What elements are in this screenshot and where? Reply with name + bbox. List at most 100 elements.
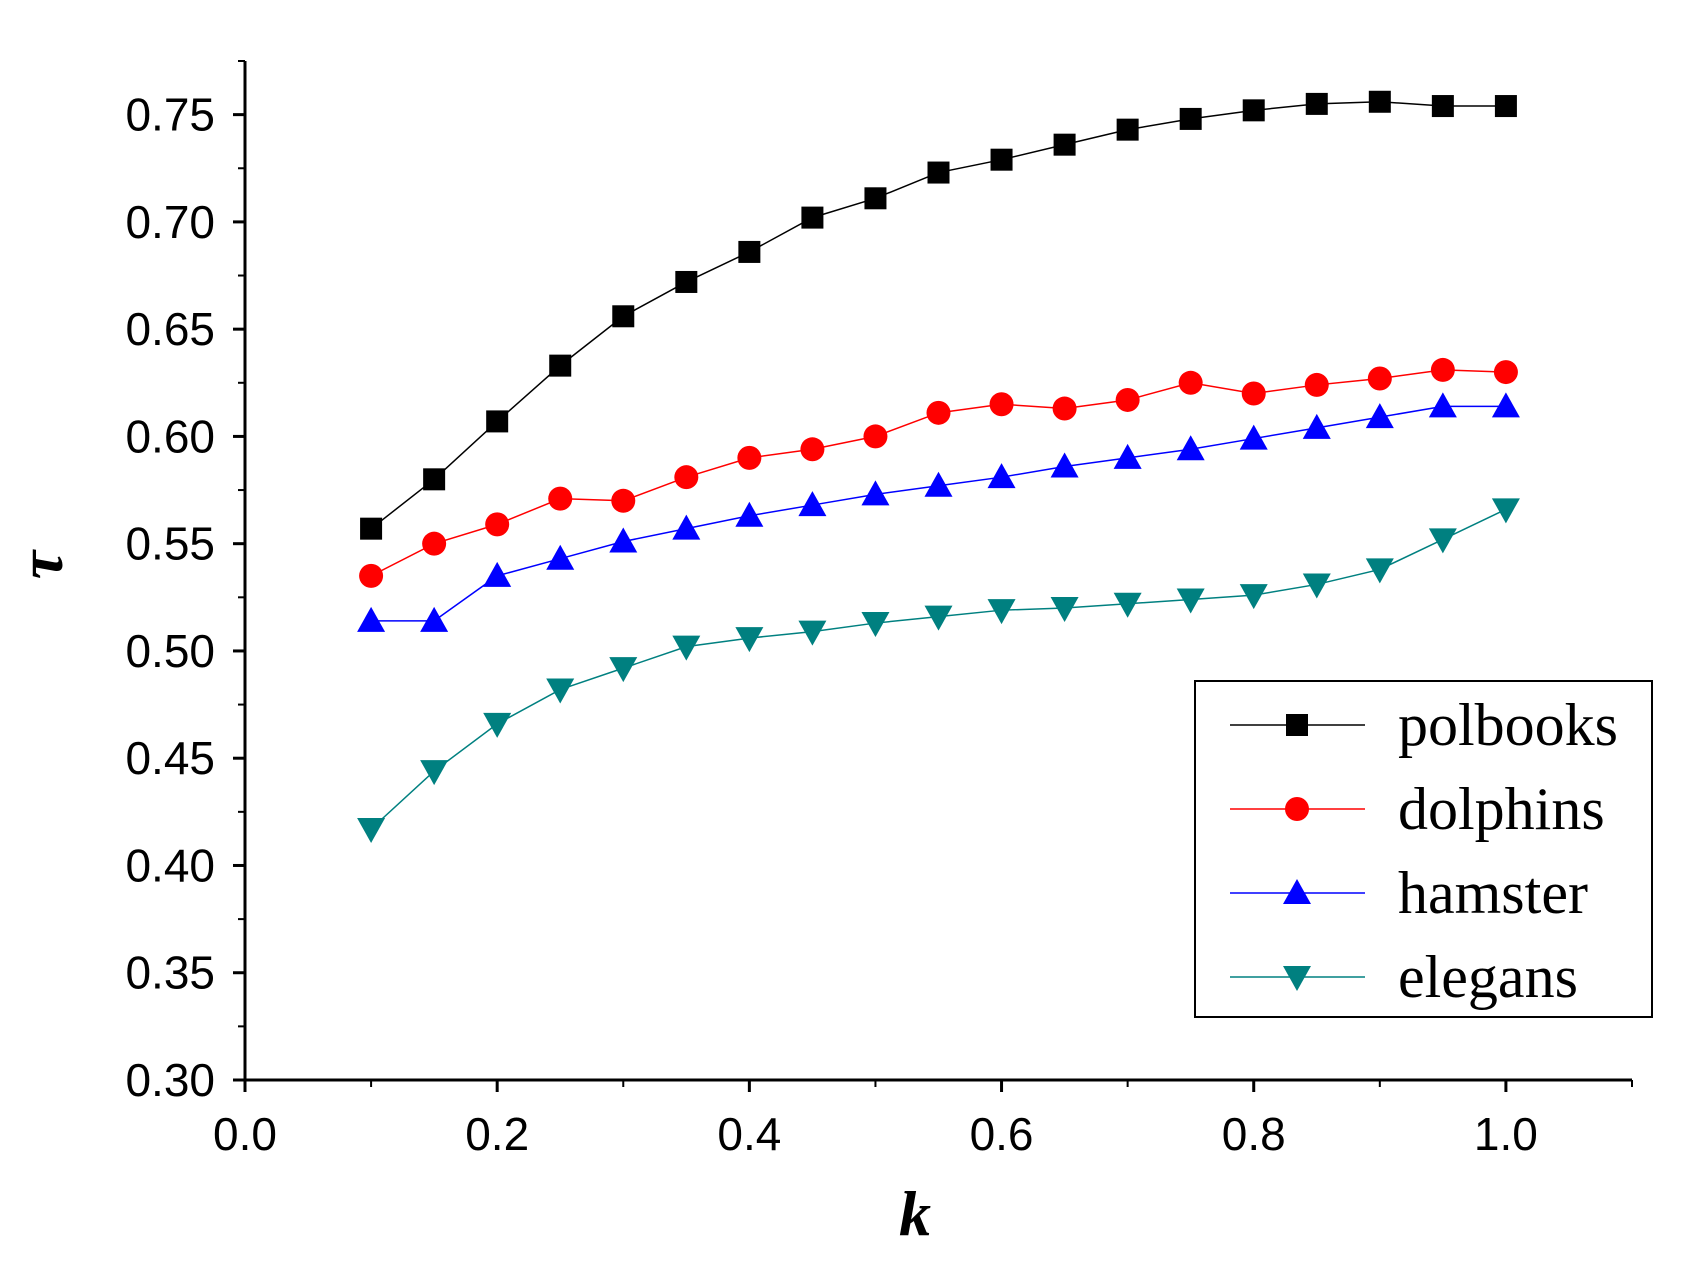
data-point-hamster	[609, 527, 638, 553]
data-point-polbooks	[675, 270, 698, 293]
data-point-hamster	[420, 606, 449, 632]
data-point-elegans	[672, 635, 701, 661]
data-point-polbooks	[1179, 107, 1202, 130]
data-point-hamster	[357, 606, 386, 632]
data-point-dolphins	[800, 437, 825, 462]
y-tick-label: 0.60	[125, 410, 215, 462]
data-point-elegans	[987, 599, 1016, 625]
data-point-polbooks	[1431, 95, 1454, 118]
data-point-polbooks	[1116, 118, 1139, 141]
x-tick-label: 0.4	[717, 1108, 781, 1160]
data-point-polbooks	[1494, 95, 1517, 118]
data-point-dolphins	[422, 531, 447, 556]
series-layer	[357, 90, 1520, 844]
data-point-polbooks	[486, 410, 509, 433]
data-point-hamster	[735, 501, 764, 527]
x-tick-label: 0.6	[970, 1108, 1034, 1160]
legend-marker-dolphins	[1285, 797, 1309, 821]
series-line-hamster	[371, 405, 1506, 622]
y-tick-label: 0.55	[125, 518, 215, 570]
data-point-dolphins	[611, 488, 636, 513]
data-point-dolphins	[359, 563, 384, 588]
y-tick-label: 0.70	[125, 196, 215, 248]
data-point-hamster	[1491, 392, 1520, 418]
data-point-dolphins	[1241, 381, 1266, 406]
data-point-hamster	[798, 491, 827, 517]
data-point-hamster	[1239, 424, 1268, 450]
y-tick-label: 0.30	[125, 1054, 215, 1106]
y-tick-label: 0.35	[125, 947, 215, 999]
data-point-hamster	[987, 463, 1016, 489]
legend-label-elegans: elegans	[1398, 944, 1578, 1010]
legend-box	[1194, 680, 1653, 1018]
series-dolphins	[359, 357, 1518, 588]
data-point-elegans	[357, 818, 386, 844]
data-point-elegans	[1176, 588, 1205, 614]
data-point-hamster	[1176, 435, 1205, 461]
data-point-polbooks	[864, 187, 887, 210]
data-point-polbooks	[1053, 133, 1076, 156]
series-elegans	[357, 498, 1520, 844]
y-tick-label: 0.50	[125, 625, 215, 677]
x-axis-title: k	[899, 1178, 931, 1249]
data-point-hamster	[924, 471, 953, 497]
legend-marker-elegans	[1283, 966, 1311, 991]
legend-marker-hamster	[1283, 879, 1311, 904]
data-point-dolphins	[548, 486, 573, 511]
data-point-dolphins	[926, 400, 951, 425]
data-point-elegans	[1239, 584, 1268, 610]
data-point-dolphins	[737, 445, 762, 470]
data-point-polbooks	[990, 148, 1013, 171]
y-tick-label: 0.45	[125, 732, 215, 784]
data-point-dolphins	[1367, 366, 1392, 391]
data-point-dolphins	[1493, 360, 1518, 385]
data-point-dolphins	[1178, 370, 1203, 395]
x-tick-label: 0.0	[213, 1108, 277, 1160]
y-axis-title: τ	[5, 548, 76, 579]
data-point-polbooks	[549, 354, 572, 377]
data-point-hamster	[861, 480, 890, 506]
data-point-polbooks	[423, 468, 446, 491]
x-tick-label: 0.2	[465, 1108, 529, 1160]
data-point-dolphins	[1115, 387, 1140, 412]
data-point-polbooks	[1305, 92, 1328, 115]
x-tick-label: 0.8	[1222, 1108, 1286, 1160]
data-point-elegans	[798, 620, 827, 646]
axes	[243, 61, 1632, 1082]
data-point-elegans	[924, 605, 953, 631]
data-point-polbooks	[612, 305, 635, 328]
legend: polbooks dolphins hamster elegans	[1194, 680, 1653, 1018]
data-point-hamster	[1302, 413, 1331, 439]
data-point-elegans	[1302, 573, 1331, 599]
data-point-polbooks	[1368, 90, 1391, 113]
legend-label-hamster: hamster	[1398, 860, 1588, 926]
data-point-elegans	[546, 678, 575, 704]
data-point-dolphins	[1052, 396, 1077, 421]
data-point-elegans	[420, 760, 449, 786]
data-point-polbooks	[1242, 99, 1265, 122]
data-point-dolphins	[863, 424, 888, 449]
legend-marker-polbooks	[1286, 714, 1308, 736]
data-point-hamster	[1113, 443, 1142, 469]
x-tick-label: 1.0	[1474, 1108, 1538, 1160]
y-tick-label: 0.40	[125, 839, 215, 891]
data-point-dolphins	[485, 512, 510, 537]
data-point-dolphins	[1430, 357, 1455, 382]
data-point-elegans	[609, 657, 638, 683]
data-point-elegans	[1050, 597, 1079, 623]
legend-label-dolphins: dolphins	[1398, 776, 1605, 842]
data-point-elegans	[1113, 592, 1142, 618]
data-point-hamster	[672, 514, 701, 540]
data-point-elegans	[735, 627, 764, 653]
series-polbooks	[360, 90, 1517, 540]
data-point-dolphins	[989, 392, 1014, 417]
data-point-elegans	[1365, 558, 1394, 584]
data-point-hamster	[1428, 392, 1457, 418]
data-point-hamster	[483, 561, 512, 587]
data-point-elegans	[1428, 528, 1457, 554]
data-point-elegans	[1491, 498, 1520, 524]
data-point-elegans	[861, 612, 890, 638]
data-point-hamster	[1365, 403, 1394, 429]
y-tick-label: 0.75	[125, 89, 215, 141]
data-point-elegans	[483, 712, 512, 738]
